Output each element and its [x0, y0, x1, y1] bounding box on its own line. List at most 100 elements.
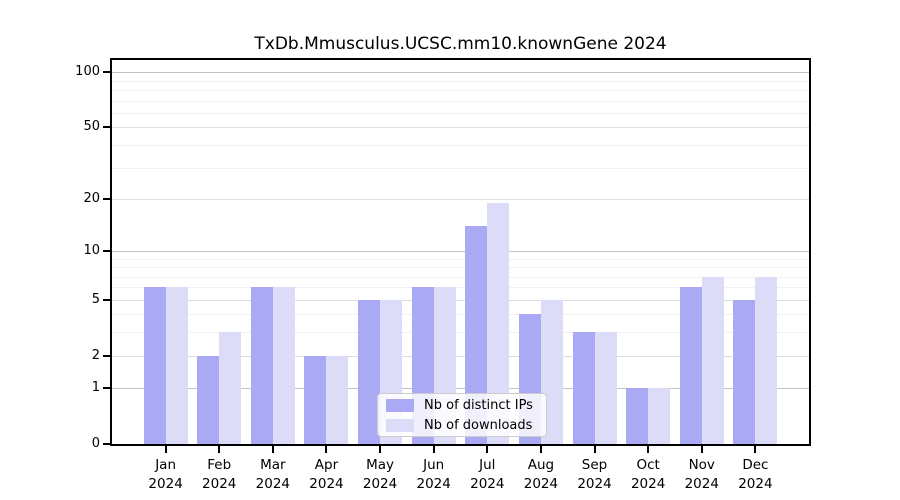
gridline-5: [112, 299, 809, 301]
y-tick-label-50: 50: [83, 119, 100, 135]
x-tick-sep: [593, 446, 596, 453]
x-tick-label-jan: Jan 2024: [136, 456, 196, 494]
y-tick-label-2: 2: [91, 347, 100, 363]
x-tick-label-may: May 2024: [350, 456, 410, 494]
x-tick-nov: [700, 446, 703, 453]
x-tick-year-oct: 2024: [630, 476, 666, 492]
y-tick-100: [103, 71, 110, 74]
gridline-minor-90: [112, 80, 809, 82]
gridline-minor-3: [112, 332, 809, 334]
bar-jul-downloads: [487, 202, 510, 444]
x-tick-year-apr: 2024: [309, 476, 344, 492]
bar-dec-downloads: [755, 276, 778, 444]
bar-jan-distinct-ips: [143, 287, 166, 444]
x-tick-dec: [754, 446, 757, 453]
y-tick-label-10: 10: [83, 242, 100, 258]
legend-item-distinct-ips: Nb of distinct IPs: [386, 397, 538, 413]
gridline-minor-7: [112, 276, 809, 278]
x-tick-label-dec: Dec 2024: [725, 456, 785, 494]
gridline-2: [112, 355, 809, 357]
y-tick-0: [103, 443, 110, 445]
gridline-minor-80: [112, 90, 809, 92]
y-tick-label-1: 1: [91, 380, 100, 396]
legend-item-downloads: Nb of downloads: [386, 417, 538, 433]
bar-oct-downloads: [648, 388, 671, 444]
x-tick-year-dec: 2024: [738, 476, 773, 492]
x-tick-label-jul: Jul 2024: [457, 456, 517, 494]
x-tick-label-oct: Oct 2024: [618, 456, 678, 494]
x-tick-jul: [486, 446, 489, 453]
x-tick-year-jun: 2024: [416, 476, 451, 492]
bar-may-distinct-ips: [358, 299, 381, 444]
bar-jan-downloads: [165, 287, 188, 444]
y-tick-label-100: 100: [75, 64, 100, 80]
x-tick-jan: [164, 446, 167, 453]
legend-swatch-downloads: [386, 418, 414, 432]
bar-feb-downloads: [219, 332, 242, 444]
y-tick-label-0: 0: [91, 436, 100, 451]
gridline-minor-4: [112, 314, 809, 316]
y-tick-50: [103, 126, 110, 129]
x-tick-feb: [218, 446, 221, 453]
gridline-minor-9: [112, 258, 809, 260]
x-tick-year-nov: 2024: [684, 476, 719, 492]
x-tick-label-jun: Jun 2024: [404, 456, 464, 494]
x-tick-year-feb: 2024: [202, 476, 237, 492]
bar-nov-distinct-ips: [679, 287, 702, 444]
x-tick-year-mar: 2024: [255, 476, 291, 492]
gridline-minor-8: [112, 267, 809, 269]
chart-title: TxDb.Mmusculus.UCSC.mm10.knownGene 2024: [254, 34, 667, 54]
y-tick-2: [103, 354, 110, 357]
gridline-minor-40: [112, 145, 809, 147]
x-tick-label-aug: Aug 2024: [511, 456, 571, 494]
gridline-50: [112, 127, 809, 129]
legend-label-downloads: Nb of downloads: [424, 417, 533, 433]
x-tick-label-apr: Apr 2024: [296, 456, 356, 494]
y-tick-label-5: 5: [91, 291, 100, 307]
gridline-minor-6: [112, 287, 809, 289]
x-tick-year-aug: 2024: [523, 476, 559, 492]
x-tick-label-sep: Sep 2024: [565, 456, 625, 494]
x-tick-label-nov: Nov 2024: [672, 456, 732, 494]
x-tick-apr: [325, 446, 328, 453]
bar-apr-distinct-ips: [304, 355, 327, 444]
gridline-1: [112, 388, 809, 390]
y-tick-5: [103, 298, 110, 301]
x-tick-year-sep: 2024: [577, 476, 612, 492]
gridline-minor-70: [112, 100, 809, 102]
x-tick-label-mar: Mar 2024: [243, 456, 303, 494]
bar-nov-downloads: [701, 276, 724, 444]
y-tick-1: [103, 387, 110, 390]
x-tick-aug: [539, 446, 542, 453]
legend: Nb of distinct IPs Nb of downloads: [377, 393, 547, 437]
x-tick-mar: [271, 446, 274, 453]
bar-mar-downloads: [272, 287, 295, 444]
x-tick-jun: [432, 446, 435, 453]
x-tick-oct: [647, 446, 650, 453]
bar-sep-downloads: [594, 332, 617, 444]
bar-feb-distinct-ips: [197, 355, 220, 444]
bar-oct-distinct-ips: [626, 388, 649, 444]
y-tick-10: [103, 249, 110, 252]
x-tick-year-jul: 2024: [470, 476, 505, 492]
gridline-20: [112, 198, 809, 200]
bar-sep-distinct-ips: [572, 332, 595, 444]
y-tick-20: [103, 197, 110, 200]
x-tick-may: [379, 446, 382, 453]
plot-area: 0 1 2 5 10 20 50 100 Jan 2024 Feb 2024 Mar 2024 Apr 202…: [75, 58, 811, 492]
y-tick-label-20: 20: [83, 190, 100, 206]
gridline-minor-60: [112, 113, 809, 115]
x-tick-year-jan: 2024: [148, 476, 183, 492]
bar-dec-distinct-ips: [733, 299, 756, 444]
gridline-10: [112, 250, 809, 252]
x-tick-year-may: 2024: [362, 476, 398, 492]
legend-swatch-distinct-ips: [386, 398, 414, 412]
bar-apr-downloads: [326, 355, 349, 444]
legend-label-distinct-ips: Nb of distinct IPs: [424, 397, 533, 413]
gridline-100: [112, 72, 809, 74]
x-tick-label-feb: Feb 2024: [189, 456, 249, 494]
bar-mar-distinct-ips: [250, 287, 273, 444]
gridline-minor-30: [112, 167, 809, 169]
bar-jul-distinct-ips: [465, 226, 488, 444]
